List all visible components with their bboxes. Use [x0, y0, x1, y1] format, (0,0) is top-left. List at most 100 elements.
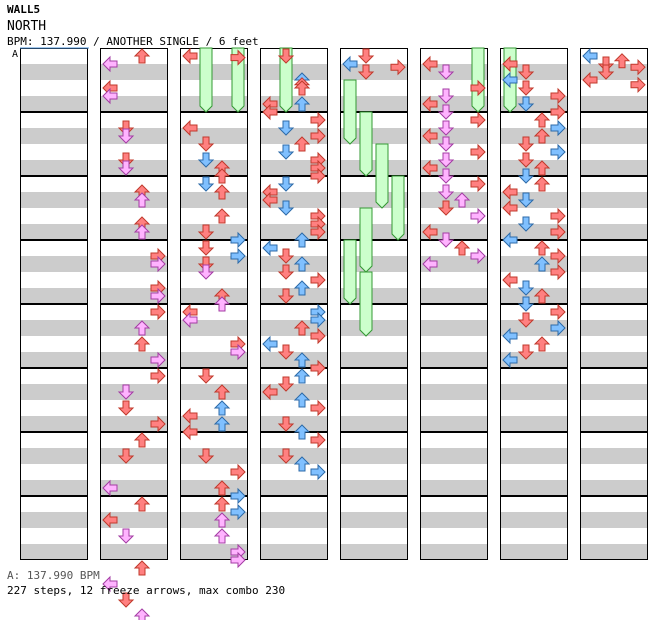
measure-box [260, 176, 328, 240]
arrow-shape [357, 48, 375, 64]
beat-stripe [340, 160, 408, 176]
right-arrow [150, 287, 166, 305]
arrow-shape [517, 216, 535, 232]
beat-stripe [100, 288, 168, 304]
beat-stripe [420, 272, 488, 288]
beat-stripe [420, 112, 488, 128]
down-arrow [517, 64, 535, 80]
beat-stripe [100, 368, 168, 384]
left-arrow [262, 191, 278, 209]
measure-box [580, 432, 648, 496]
arrow-shape [262, 335, 278, 353]
arrow-shape [213, 496, 231, 512]
right-arrow [550, 247, 566, 265]
up-arrow [133, 48, 151, 64]
beat-stripe [420, 416, 488, 432]
arrow-shape [197, 264, 215, 280]
beat-stripe [180, 400, 248, 416]
beat-stripe [100, 128, 168, 144]
beat-stripe [260, 80, 328, 96]
arrow-shape [197, 176, 215, 192]
right-arrow [230, 231, 246, 249]
measure-box [260, 48, 328, 112]
arrow-shape [502, 55, 518, 73]
freeze-arrow [375, 143, 389, 209]
arrow-shape [470, 175, 486, 193]
right-arrow [550, 143, 566, 161]
freeze-arrow [231, 47, 245, 113]
arrow-shape [293, 424, 311, 440]
arrow-shape [133, 608, 151, 620]
beat-stripe [500, 528, 568, 544]
beat-stripe [340, 272, 408, 288]
arrow-shape [613, 53, 631, 69]
up-arrow [533, 160, 551, 176]
beat-stripe [260, 144, 328, 160]
arrow-shape [437, 152, 455, 168]
beat-stripe [180, 320, 248, 336]
measure-box [340, 112, 408, 176]
beat-stripe [500, 448, 568, 464]
beat-stripe [500, 96, 568, 112]
arrow-shape [293, 96, 311, 112]
down-arrow [117, 128, 135, 144]
left-arrow [342, 55, 358, 73]
freeze-body [375, 143, 389, 209]
arrow-shape [102, 479, 118, 497]
arrow-shape [437, 168, 455, 184]
beat-stripe [20, 384, 88, 400]
arrow-shape [422, 255, 438, 273]
arrow-shape [422, 127, 438, 145]
beat-stripe [180, 160, 248, 176]
measure-box [420, 496, 488, 560]
beat-stripe [20, 448, 88, 464]
beat-stripe [500, 176, 568, 192]
beat-stripe [340, 480, 408, 496]
beat-stripe [340, 288, 408, 304]
up-arrow [213, 184, 231, 200]
right-arrow [470, 247, 486, 265]
left-arrow [102, 87, 118, 105]
beat-stripe [340, 320, 408, 336]
beat-stripe [500, 240, 568, 256]
beat-stripe [580, 272, 648, 288]
measure-box [20, 368, 88, 432]
arrow-shape [262, 191, 278, 209]
measure-box [180, 112, 248, 176]
right-arrow [310, 167, 326, 185]
beat-stripe [420, 240, 488, 256]
measure-box [420, 240, 488, 304]
beat-stripe [580, 480, 648, 496]
beat-stripe [20, 352, 88, 368]
beat-stripe [20, 464, 88, 480]
right-arrow [310, 359, 326, 377]
beat-stripe [340, 544, 408, 560]
beat-stripe [340, 96, 408, 112]
arrow-shape [517, 192, 535, 208]
chart-info: BPM: 137.990 / ANOTHER SINGLE / 6 feet [7, 35, 259, 48]
arrow-shape [262, 239, 278, 257]
up-arrow [533, 256, 551, 272]
freeze-arrow [359, 271, 373, 337]
up-arrow [133, 608, 151, 620]
left-arrow [502, 55, 518, 73]
right-arrow [310, 327, 326, 345]
arrow-shape [117, 448, 135, 464]
down-arrow [277, 264, 295, 280]
beat-stripe [420, 480, 488, 496]
arrow-shape [133, 224, 151, 240]
arrow-shape [437, 184, 455, 200]
arrow-shape [277, 200, 295, 216]
up-arrow [213, 296, 231, 312]
beat-stripe [260, 272, 328, 288]
right-arrow [550, 119, 566, 137]
measure-box [180, 432, 248, 496]
step-arrows [102, 47, 646, 620]
beat-stripe [180, 208, 248, 224]
down-arrow [437, 120, 455, 136]
measure-box [20, 112, 88, 176]
down-arrow [357, 48, 375, 64]
beat-stripe [20, 320, 88, 336]
up-arrow [453, 192, 471, 208]
